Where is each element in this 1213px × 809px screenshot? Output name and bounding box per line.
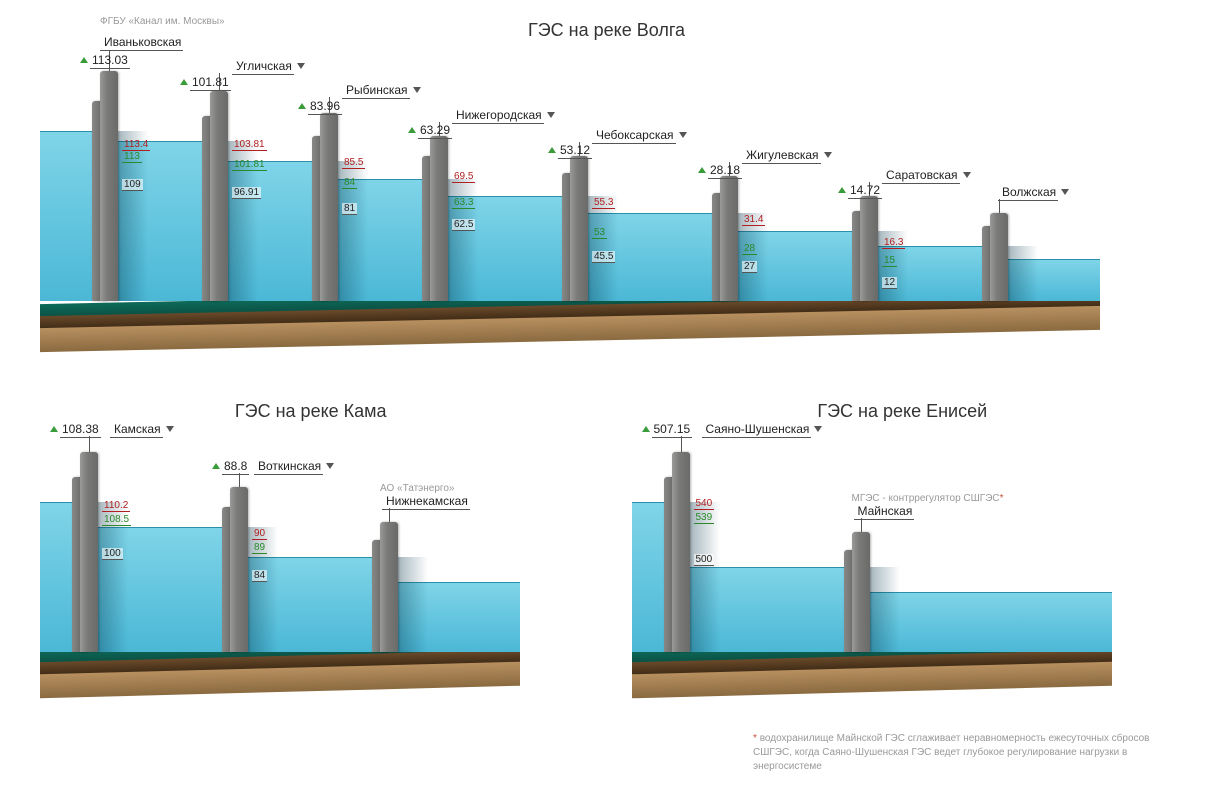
dam-label[interactable]: Нижнекамская	[380, 494, 470, 510]
dam-label[interactable]: Рыбинская	[340, 83, 421, 99]
trend-up-icon	[298, 103, 306, 109]
dam-value: 113.03	[80, 53, 130, 69]
trend-up-icon	[548, 147, 556, 153]
dam-label[interactable]: Саяно-Шушенская	[700, 422, 823, 438]
trend-up-icon	[642, 426, 650, 432]
dam-value: 108.38	[50, 422, 101, 438]
chart-kama: ГЭС на реке Кама Камская 108	[40, 401, 582, 692]
trend-up-icon	[212, 463, 220, 469]
trend-up-icon	[180, 79, 188, 85]
note-tatenergo: АО «Татэнерго»	[380, 483, 454, 494]
note-volga-top: ФГБУ «Канал им. Москвы»	[100, 16, 225, 27]
trend-up-icon	[80, 57, 88, 63]
dam-label[interactable]: Чебоксарская	[590, 128, 687, 144]
trend-up-icon	[698, 167, 706, 173]
canvas-yenisei: Саяно-Шушенская 507.15 540 539 500 МГЭС …	[632, 432, 1112, 692]
dam-label[interactable]: Воткинская	[252, 459, 334, 475]
chart-volga: ФГБУ «Канал им. Москвы» ГЭС на реке Волг…	[40, 20, 1173, 341]
water-tail	[870, 592, 1112, 652]
dam-value: 14.72	[838, 183, 882, 199]
dam-label[interactable]: Майнская	[852, 504, 915, 520]
trend-up-icon	[50, 426, 58, 432]
dropdown-icon[interactable]	[1061, 189, 1069, 195]
dam-label[interactable]: Волжская	[996, 185, 1069, 201]
trend-up-icon	[408, 127, 416, 133]
dam-label[interactable]: Угличская	[230, 59, 305, 75]
dropdown-icon[interactable]	[413, 87, 421, 93]
canvas-kama: Камская 108.38 110.2 108.5 100 Воткинска…	[40, 432, 520, 692]
dropdown-icon[interactable]	[547, 112, 555, 118]
dam-label[interactable]: Нижегородская	[450, 108, 555, 124]
footnote-star: *	[753, 733, 757, 744]
chart-yenisei: ГЭС на реке Енисей Саяно-Шушенская	[632, 401, 1174, 692]
dam-value: 63.29	[408, 123, 452, 139]
dropdown-icon[interactable]	[824, 152, 832, 158]
dam-value: 507.15	[642, 422, 693, 438]
dam-label[interactable]: Жигулевская	[740, 148, 832, 164]
dam-value: 101.81	[180, 75, 231, 91]
dam-value: 83.96	[298, 99, 342, 115]
footnote: * водохранилище Майнской ГЭС сглаживает …	[753, 732, 1173, 774]
trend-up-icon	[838, 187, 846, 193]
dropdown-icon[interactable]	[679, 132, 687, 138]
dropdown-icon[interactable]	[963, 172, 971, 178]
chart-title-kama: ГЭС на реке Кама	[40, 401, 582, 422]
dam-value: 28.18	[698, 163, 742, 179]
dam-label[interactable]: Камская	[108, 422, 174, 438]
canvas-volga: Иваньковская 113.03 113.4 113 109 Угличс…	[40, 51, 1100, 341]
footnote-text: водохранилище Майнской ГЭС сглаживает не…	[753, 733, 1150, 772]
dropdown-icon[interactable]	[166, 426, 174, 432]
dam-label[interactable]: Иваньковская	[98, 35, 183, 51]
dam-label[interactable]: Саратовская	[880, 168, 971, 184]
note-mges: МГЭС - контррегулятор СШГЭС*	[852, 493, 1004, 504]
dam-value: 53.12	[548, 143, 592, 159]
dropdown-icon[interactable]	[814, 426, 822, 432]
dam-value: 88.8	[212, 459, 249, 475]
dropdown-icon[interactable]	[297, 63, 305, 69]
chart-title-yenisei: ГЭС на реке Енисей	[632, 401, 1174, 422]
dropdown-icon[interactable]	[326, 463, 334, 469]
